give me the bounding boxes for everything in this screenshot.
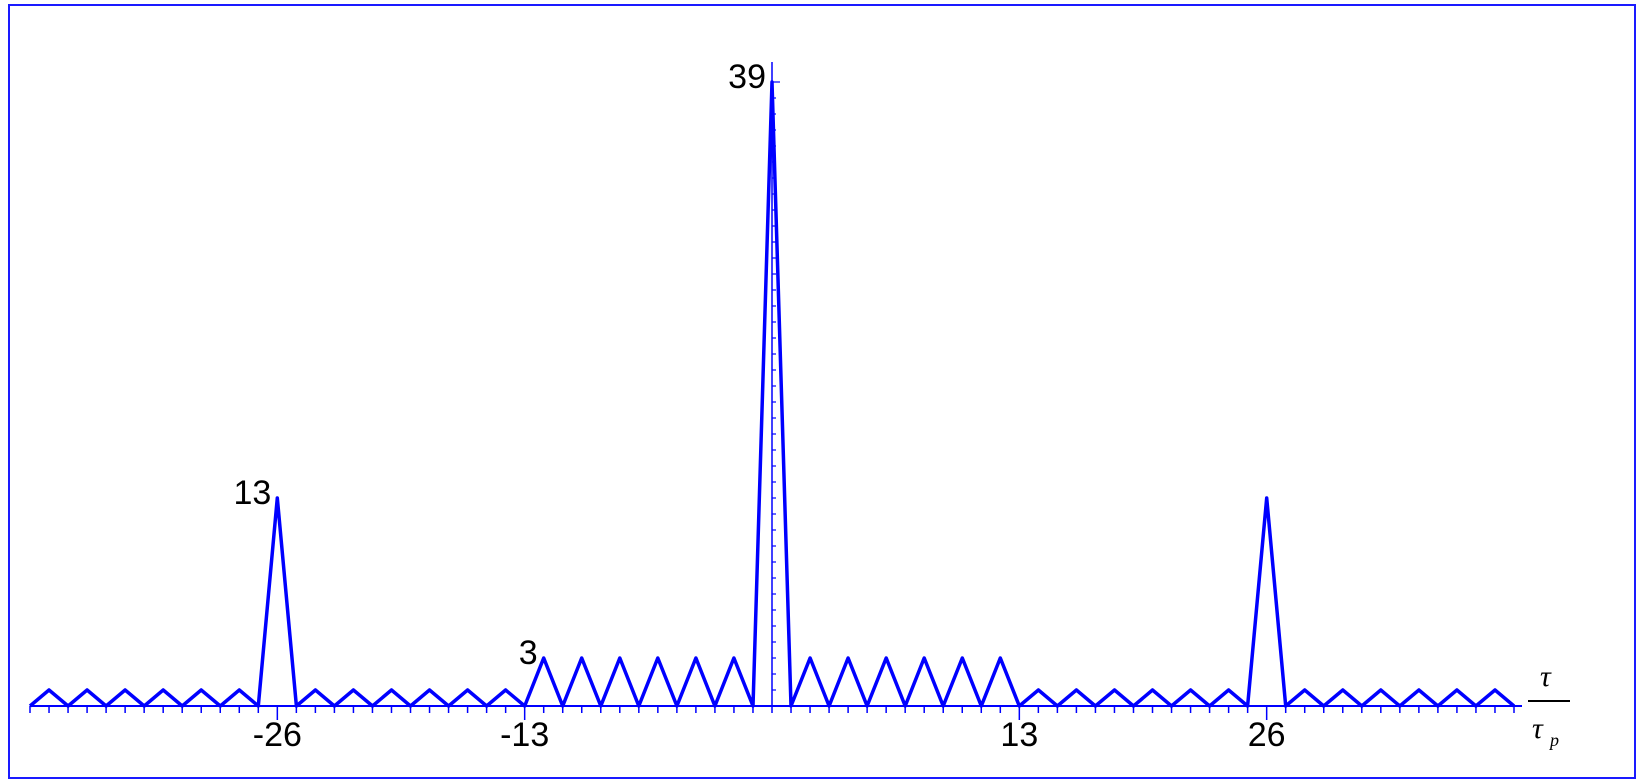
labels-group: -26 -13 13 26 39 13 3	[234, 58, 1286, 754]
x-tick-label: 26	[1248, 716, 1286, 754]
series-line	[28, 80, 1516, 708]
x-tick-label: 13	[1000, 716, 1038, 754]
x-tick-label: -26	[253, 716, 302, 754]
peak-label: 13	[234, 474, 272, 512]
x-axis-label-denominator: τ	[1532, 712, 1544, 745]
peak-label: 3	[519, 634, 538, 672]
x-axis-label: τ τ p	[1528, 660, 1570, 750]
x-axis-label-numerator: τ	[1540, 660, 1552, 693]
x-axis-label-subscript: p	[1548, 730, 1559, 750]
autocorrelation-chart: -26 -13 13 26 39 13 3 τ τ p	[28, 58, 1570, 754]
x-tick-label: -13	[500, 716, 549, 754]
chart-frame: -26 -13 13 26 39 13 3 τ τ p	[8, 4, 1636, 779]
series-group	[28, 80, 1516, 708]
peak-label: 39	[728, 58, 766, 96]
